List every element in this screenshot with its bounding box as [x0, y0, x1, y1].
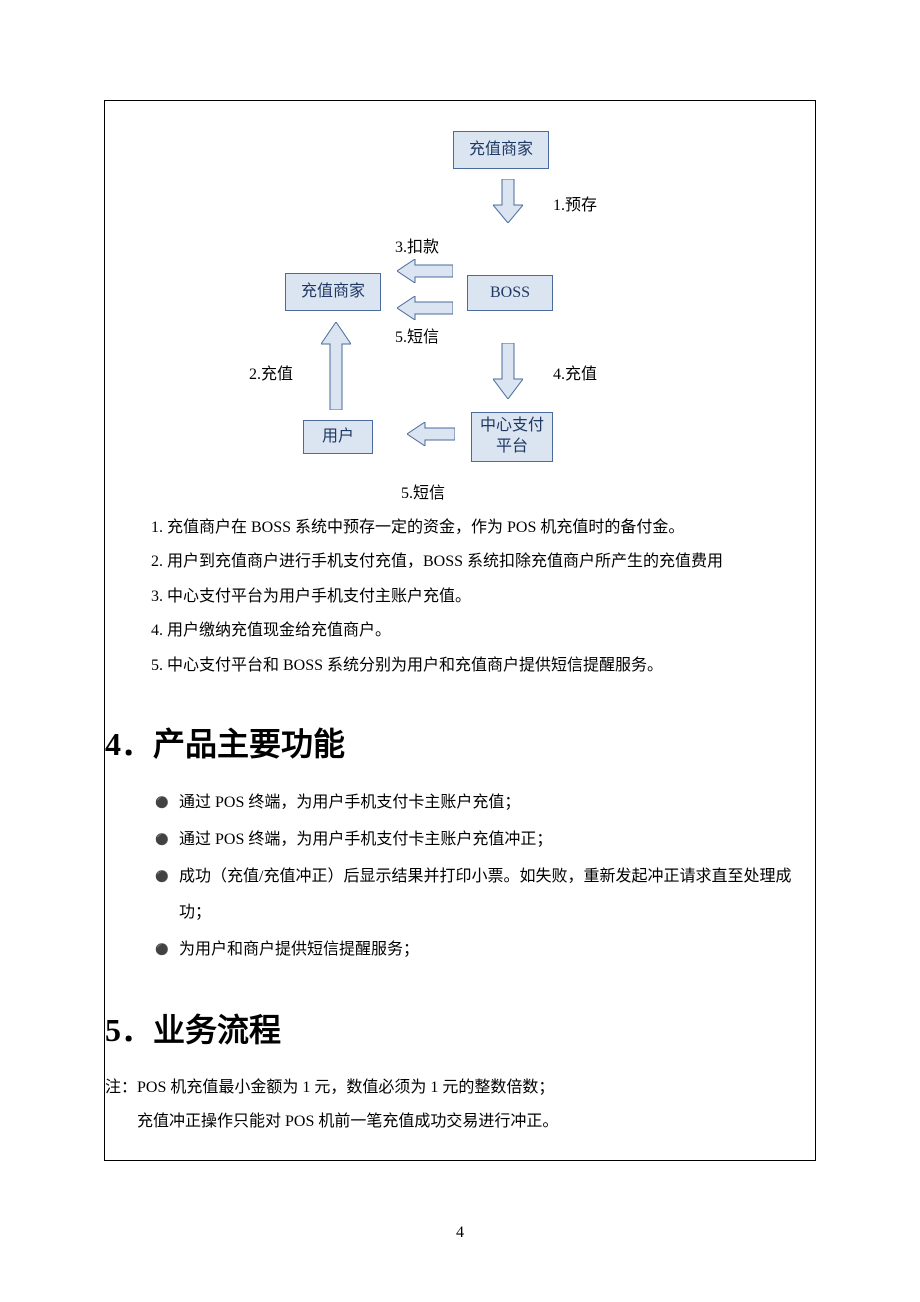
node-user: 用户: [303, 420, 373, 454]
list-item: 中心支付平台和 BOSS 系统分别为用户和充值商户提供短信提醒服务。: [167, 649, 815, 683]
list-item: 通过 POS 终端，为用户手机支付卡主账户充值；: [179, 785, 815, 822]
section-number: 4．: [105, 726, 153, 762]
content-frame: 充值商家 BOSS 充值商家 中心支付 平台 用户: [104, 100, 816, 1161]
section-number: 5．: [105, 1012, 153, 1048]
node-recharge-merchant-left: 充值商家: [285, 273, 381, 311]
section-4-heading: 4．产品主要功能: [105, 719, 815, 765]
list-item: 用户到充值商户进行手机支付充值，BOSS 系统扣除充值商户所产生的充值费用: [167, 545, 815, 579]
process-description-list: 充值商户在 BOSS 系统中预存一定的资金，作为 POS 机充值时的备付金。 用…: [105, 511, 815, 683]
list-item: 充值商户在 BOSS 系统中预存一定的资金，作为 POS 机充值时的备付金。: [167, 511, 815, 545]
page-number: 4: [0, 1224, 920, 1242]
arrow-prestore: [493, 179, 523, 223]
label-recharge-down: 4.充值: [553, 360, 597, 384]
label-sms-top: 5.短信: [395, 323, 439, 347]
section-title: 业务流程: [153, 1012, 281, 1048]
document-page: 充值商家 BOSS 充值商家 中心支付 平台 用户: [0, 0, 920, 1302]
label-prestore: 1.预存: [553, 191, 597, 215]
label-sms-bottom: 5.短信: [401, 479, 445, 503]
section-5-heading: 5．业务流程: [105, 1005, 815, 1051]
list-item: 通过 POS 终端，为用户手机支付卡主账户充值冲正；: [179, 822, 815, 859]
note-line: 充值冲正操作只能对 POS 机前一笔充值成功交易进行冲正。: [105, 1105, 815, 1139]
section-4-bullets: 通过 POS 终端，为用户手机支付卡主账户充值； 通过 POS 终端，为用户手机…: [105, 785, 815, 969]
note-line: 注：POS 机充值最小金额为 1 元，数值必须为 1 元的整数倍数；: [105, 1071, 815, 1105]
arrow-sms-bottom: [407, 422, 455, 446]
list-item: 中心支付平台为用户手机支付主账户充值。: [167, 580, 815, 614]
arrow-deduct: [397, 259, 453, 283]
section-5-note: 注：POS 机充值最小金额为 1 元，数值必须为 1 元的整数倍数； 充值冲正操…: [105, 1071, 815, 1140]
list-item: 为用户和商户提供短信提醒服务；: [179, 932, 815, 969]
section-title: 产品主要功能: [153, 726, 345, 762]
list-item: 用户缴纳充值现金给充值商户。: [167, 614, 815, 648]
label-deduct: 3.扣款: [395, 233, 439, 257]
node-boss: BOSS: [467, 275, 553, 311]
flowchart: 充值商家 BOSS 充值商家 中心支付 平台 用户: [105, 115, 815, 499]
label-recharge-up: 2.充值: [249, 360, 293, 384]
node-center-platform: 中心支付 平台: [471, 412, 553, 462]
arrow-sms-top: [397, 296, 453, 320]
arrow-recharge-up: [321, 322, 351, 410]
list-item: 成功（充值/充值冲正）后显示结果并打印小票。如失败，重新发起冲正请求直至处理成功…: [179, 859, 815, 933]
node-recharge-merchant-top: 充值商家: [453, 131, 549, 169]
arrow-recharge-down: [493, 343, 523, 399]
